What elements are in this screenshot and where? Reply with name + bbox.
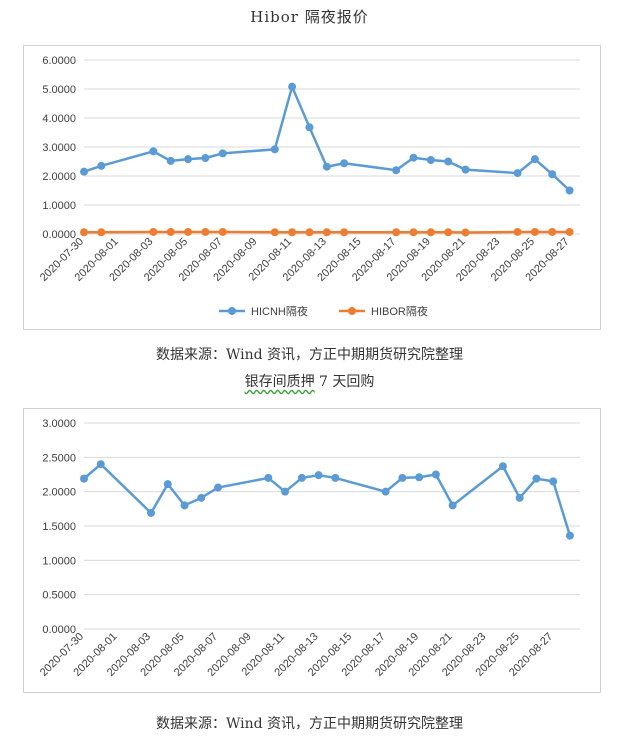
- series-line-0: [83, 85, 571, 192]
- legend-label-0: HICNH隔夜: [251, 304, 308, 318]
- y-tick-label: 0.0000: [42, 624, 76, 636]
- y-tick-label: 2.5000: [42, 452, 76, 464]
- series-line-0: [83, 462, 572, 536]
- data-point: [180, 501, 189, 510]
- y-tick-label: 3.0000: [42, 418, 76, 430]
- data-point: [381, 487, 390, 496]
- data-point: [305, 123, 314, 132]
- data-point: [398, 473, 407, 482]
- chart2-title-suffix: 7 天回购: [314, 374, 375, 390]
- chart1-container: 0.0000 1.0000 2.0000 3.0000 4.0000 5.0000 6.00…: [23, 45, 601, 330]
- chart1-source: 数据来源：Wind 资讯，方正中期期货研究院整理: [155, 347, 464, 363]
- data-point: [184, 155, 193, 164]
- data-point: [97, 228, 106, 237]
- legend-marker-1: [348, 307, 356, 315]
- y-tick-label: 5.0000: [42, 84, 76, 96]
- data-point: [305, 228, 314, 237]
- y-tick-label: 1.0000: [42, 555, 76, 567]
- data-point: [281, 487, 290, 496]
- data-point: [147, 508, 156, 517]
- y-tick-label: 1.5000: [42, 521, 76, 533]
- data-point: [322, 228, 331, 237]
- data-point: [80, 474, 88, 483]
- data-point: [270, 228, 279, 237]
- data-point: [184, 227, 193, 236]
- data-point: [163, 480, 172, 489]
- data-point: [409, 153, 418, 162]
- data-point: [166, 156, 175, 165]
- y-tick-label: 6.0000: [42, 55, 76, 67]
- y-tick-label: 0.0000: [42, 229, 76, 241]
- data-point: [149, 227, 158, 236]
- data-point: [431, 470, 440, 479]
- legend-marker-0: [228, 307, 236, 315]
- y-tick-label: 3.0000: [42, 142, 76, 154]
- data-point: [409, 228, 418, 237]
- data-point: [448, 501, 457, 510]
- data-point: [218, 149, 227, 158]
- data-point: [461, 228, 470, 237]
- data-point: [498, 462, 507, 471]
- data-point: [530, 155, 539, 164]
- data-point: [214, 483, 223, 492]
- data-point: [444, 157, 453, 166]
- data-point: [461, 165, 470, 174]
- data-point: [392, 228, 401, 237]
- data-point: [415, 473, 424, 482]
- chart2-title-underlined: 银存间质押: [244, 374, 315, 390]
- data-point: [149, 147, 158, 156]
- data-point: [565, 227, 574, 236]
- data-point: [264, 473, 273, 482]
- data-point: [80, 167, 88, 176]
- data-point: [548, 227, 557, 236]
- chart2-source: 数据来源：Wind 资讯，方正中期期货研究院整理: [155, 716, 464, 732]
- data-point: [80, 228, 88, 237]
- data-point: [197, 493, 206, 502]
- data-point: [218, 227, 227, 236]
- chart1-svg: 0.0000 1.0000 2.0000 3.0000 4.0000 5.0000 6.00…: [38, 55, 580, 318]
- y-tick-label: 1.0000: [42, 200, 76, 212]
- chart2-svg: 0.0000 0.5000 1.0000 1.5000 2.0000 2.5000 3.00…: [38, 418, 580, 679]
- data-point: [288, 228, 297, 237]
- y-tick-label: 4.0000: [42, 113, 76, 125]
- y-tick-label: 2.0000: [42, 487, 76, 499]
- chart1-title: Hibor 隔夜报价: [250, 8, 369, 26]
- data-point: [426, 228, 435, 237]
- y-tick-label: 0.5000: [42, 590, 76, 602]
- data-point: [513, 169, 522, 178]
- data-point: [548, 170, 557, 179]
- data-point: [297, 473, 306, 482]
- data-point: [331, 473, 340, 482]
- data-point: [530, 227, 539, 236]
- chart2-container: 0.0000 0.5000 1.0000 1.5000 2.0000 2.5000 3.00…: [23, 408, 601, 693]
- data-point: [201, 154, 210, 163]
- data-point: [532, 474, 541, 483]
- chart2-title: 银存间质押 7 天回购: [0, 371, 619, 391]
- data-point: [314, 471, 323, 480]
- y-tick-label: 2.0000: [42, 171, 76, 183]
- data-point: [270, 145, 279, 154]
- data-point: [340, 159, 349, 168]
- data-point: [201, 227, 210, 236]
- data-point: [565, 531, 574, 540]
- data-point: [340, 228, 349, 237]
- data-point: [426, 156, 435, 165]
- data-point: [565, 186, 574, 195]
- data-point: [97, 161, 106, 170]
- data-point: [96, 460, 105, 469]
- data-point: [515, 493, 524, 502]
- data-point: [444, 228, 453, 237]
- data-point: [166, 227, 175, 236]
- data-point: [513, 227, 522, 236]
- data-point: [549, 477, 558, 486]
- legend-label-1: HIBOR隔夜: [371, 304, 428, 318]
- data-point: [392, 166, 401, 175]
- data-point: [288, 82, 297, 91]
- data-point: [322, 162, 331, 171]
